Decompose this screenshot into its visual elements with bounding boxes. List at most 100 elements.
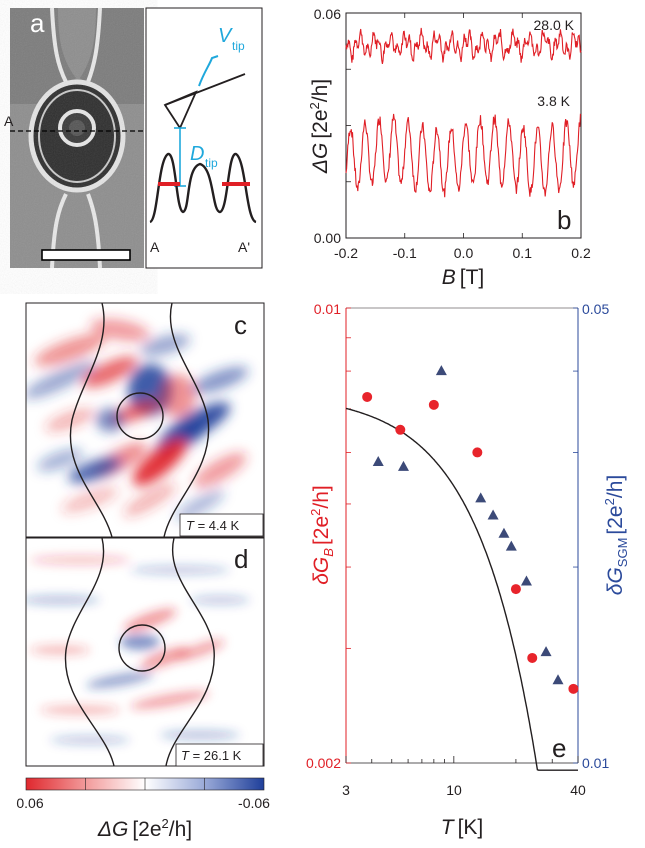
d-temp-sym: T: [181, 748, 190, 763]
c-map-blob: [175, 489, 225, 521]
c-map-blob: [193, 452, 247, 488]
panel-d-frame: [25, 537, 265, 767]
e-xtick-10: 10: [446, 782, 462, 798]
c-map-blob: [139, 334, 191, 356]
e-right-tick-top: 0.05: [582, 301, 609, 317]
colorbar-label-tail: /h]: [169, 818, 192, 841]
e-point-delta-gsgm: [397, 460, 409, 471]
b-xtick-1: -0.2: [334, 245, 358, 261]
d-map-blob: [30, 555, 130, 565]
c-map-blob: [90, 318, 150, 342]
panel-d-letter: d: [234, 544, 248, 574]
c-outline-right: [163, 303, 210, 537]
b-xlabel-unit: [T]: [460, 266, 485, 289]
b-ylabel-sup: 2: [307, 102, 322, 109]
e-left-ylabel-unit: [2e: [310, 516, 333, 545]
tip-cone: [163, 90, 198, 130]
e-right-ylabel-sub: SGM: [615, 538, 630, 568]
e-xlabel-sym: T: [441, 816, 456, 839]
d-map-blob: [30, 645, 90, 655]
b-xtick-2: -0.1: [393, 245, 417, 261]
panel-a-sem-image: a A A': [4, 7, 158, 269]
c-map-blob: [96, 408, 124, 432]
c-temp-label: T = 4.4 K: [186, 518, 239, 533]
e-left-ylabel-sym: δG: [310, 557, 333, 585]
c-map-blob: [26, 361, 97, 399]
e-right-ylabel-tail: /h]: [604, 475, 627, 498]
panel-b-ticks: [345, 12, 582, 239]
trace-label-28k: 28.0 K: [534, 17, 575, 33]
panel-c-letter: c: [234, 310, 247, 340]
c-temp-val: = 4.4 K: [194, 518, 239, 533]
e-left-ylabel-tail: /h]: [310, 485, 333, 508]
b-ylabel-sym: ΔG: [309, 143, 332, 174]
panel-b-letter: b: [557, 205, 571, 235]
e-point-delta-gsgm: [505, 540, 517, 551]
e-right-ylabel-sym: δG: [604, 567, 627, 595]
e-right-tick-bottom: 0.01: [582, 755, 609, 771]
d-outline-left: [64, 538, 115, 766]
e-left-ylabel: δGB [2e2/h]: [308, 485, 336, 584]
colorbar-label: ΔG [2e2/h]: [97, 816, 192, 841]
e-right-ylabel-sup: 2: [602, 498, 617, 505]
colorbar-label-unit: [2e: [132, 818, 161, 841]
potential-profile: [149, 152, 257, 224]
schematic-frame: [145, 7, 263, 269]
d-outline-right: [165, 538, 215, 766]
d-map-blob: [190, 595, 250, 605]
d-tip-subscript: tip: [205, 156, 218, 170]
e-point-delta-gsgm: [435, 365, 447, 376]
d-map-blob: [26, 595, 100, 605]
d-map-blob: [175, 639, 225, 661]
e-point-delta-gb: [527, 652, 538, 663]
trace-28k: [345, 27, 582, 65]
b-ylabel: ΔG [2e2/h]: [307, 79, 332, 174]
e-fit-line: [345, 407, 578, 771]
e-xtick-3: 3: [342, 782, 350, 798]
b-xtick-5: 0.2: [571, 245, 591, 261]
d-temp-label: T = 26.1 K: [181, 748, 242, 763]
c-temp-box: [179, 513, 264, 537]
c-antidot-outline: [116, 392, 164, 440]
b-ylabel-tail: /h]: [309, 79, 332, 102]
panel-c: T = 4.4 K c: [25, 302, 265, 538]
trace-3p8k: [345, 113, 582, 198]
e-left-tick-top: 0.01: [314, 301, 341, 317]
c-map-blob: [123, 483, 177, 517]
c-map-blob: [34, 333, 106, 367]
panel-e: 0.01 0.002 0.05 0.01 3 10 40 T [K] δGB[2e…: [306, 301, 630, 839]
e-point-delta-gsgm: [498, 527, 510, 538]
b-xlabel-sym: B: [442, 266, 456, 289]
panel-a-letter: a: [30, 8, 45, 38]
d-map-blob: [140, 646, 190, 670]
e-points: [362, 365, 579, 694]
d-map-blob: [40, 705, 120, 715]
e-xlabel: T [K]: [441, 816, 484, 839]
colorbar-left-value: 0.06: [16, 795, 43, 811]
panel-d: T = 26.1 K d: [25, 537, 265, 767]
e-point-delta-gb: [568, 683, 579, 694]
e-point-delta-gsgm: [475, 492, 487, 503]
c-map-blob: [61, 487, 119, 513]
c-map-blob: [191, 366, 249, 394]
d-map-blob: [160, 730, 240, 740]
c-map-blob: [45, 408, 95, 432]
e-left-ylabel-sub: B: [321, 548, 336, 557]
e-point-delta-gb: [362, 391, 373, 402]
e-point-delta-gsgm: [540, 646, 552, 657]
c-map-blob: [82, 356, 138, 388]
b-ylabel-unit: [2e: [309, 109, 332, 138]
panel-d-map: [26, 555, 250, 745]
d-tip-symbol: D: [190, 143, 204, 165]
c-outline-left: [69, 303, 113, 537]
v-tip-symbol: V: [218, 25, 233, 47]
profile-label-right: A': [238, 239, 250, 255]
b-ytick-top: 0.06: [314, 6, 341, 22]
e-point-delta-gsgm: [520, 575, 532, 586]
d-antidot-outline: [118, 624, 166, 672]
b-xtick-4: 0.1: [513, 245, 533, 261]
panel-b: 28.0 K 3.8 K b 0.06 0.00 -0.2 -0.1 0.0 0…: [307, 6, 591, 289]
d-temp-box: [175, 743, 264, 767]
panel-c-outline: [69, 303, 210, 537]
